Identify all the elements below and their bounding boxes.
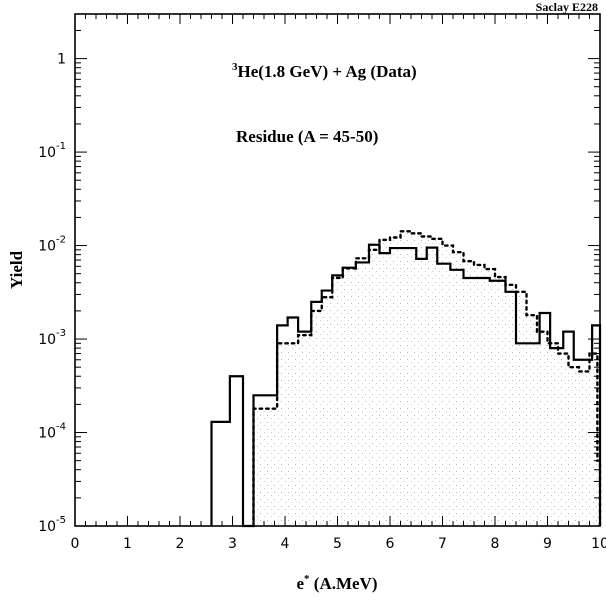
annotation-reaction-text: He(1.8 GeV) + Ag (Data)	[238, 62, 417, 81]
x-tick-label: 4	[281, 536, 290, 552]
x-tick-label: 5	[333, 536, 342, 552]
annotation-reaction: 3He(1.8 GeV) + Ag (Data)	[232, 61, 417, 81]
y-axis-label: Yield	[7, 250, 26, 289]
x-tick-label: 9	[543, 536, 552, 552]
annotation-residue: Residue (A = 45-50)	[236, 127, 378, 146]
series-layer	[210, 230, 602, 528]
y-tick-label: 1	[57, 52, 66, 68]
x-tick-label: 7	[438, 536, 447, 552]
x-axis-label: e* (A.MeV)	[296, 573, 377, 593]
y-tick-label: 10-2	[38, 235, 66, 255]
x-tick-label: 6	[386, 536, 395, 552]
y-tick-label: 10-4	[38, 422, 66, 442]
x-tick-label: 0	[71, 536, 80, 552]
y-tick-label: 10-1	[38, 141, 66, 161]
y-tick-label: 10-5	[38, 515, 66, 535]
corner-label: Saclay E228	[536, 0, 598, 14]
shaded-region	[253, 231, 600, 526]
x-axis-label-sup: *	[304, 573, 310, 585]
x-tick-label: 3	[228, 536, 237, 552]
x-tick-label: 8	[491, 536, 500, 552]
speckle-fill	[253, 231, 600, 526]
y-tick-label: 10-3	[38, 328, 66, 348]
x-axis-label-unit: (A.MeV)	[310, 574, 378, 593]
x-tick-label: 1	[123, 536, 132, 552]
x-tick-label: 2	[176, 536, 185, 552]
axis-ticks: 0 1 2 3 4 5 6 7 8 9 10 1 10-1 10-2 10-3 10-4 10-5	[38, 13, 606, 552]
x-axis-label-main: e	[296, 574, 304, 593]
series-solid	[210, 243, 602, 528]
x-tick-label: 10	[591, 536, 606, 552]
annotation-reaction-sup: 3	[232, 61, 238, 73]
